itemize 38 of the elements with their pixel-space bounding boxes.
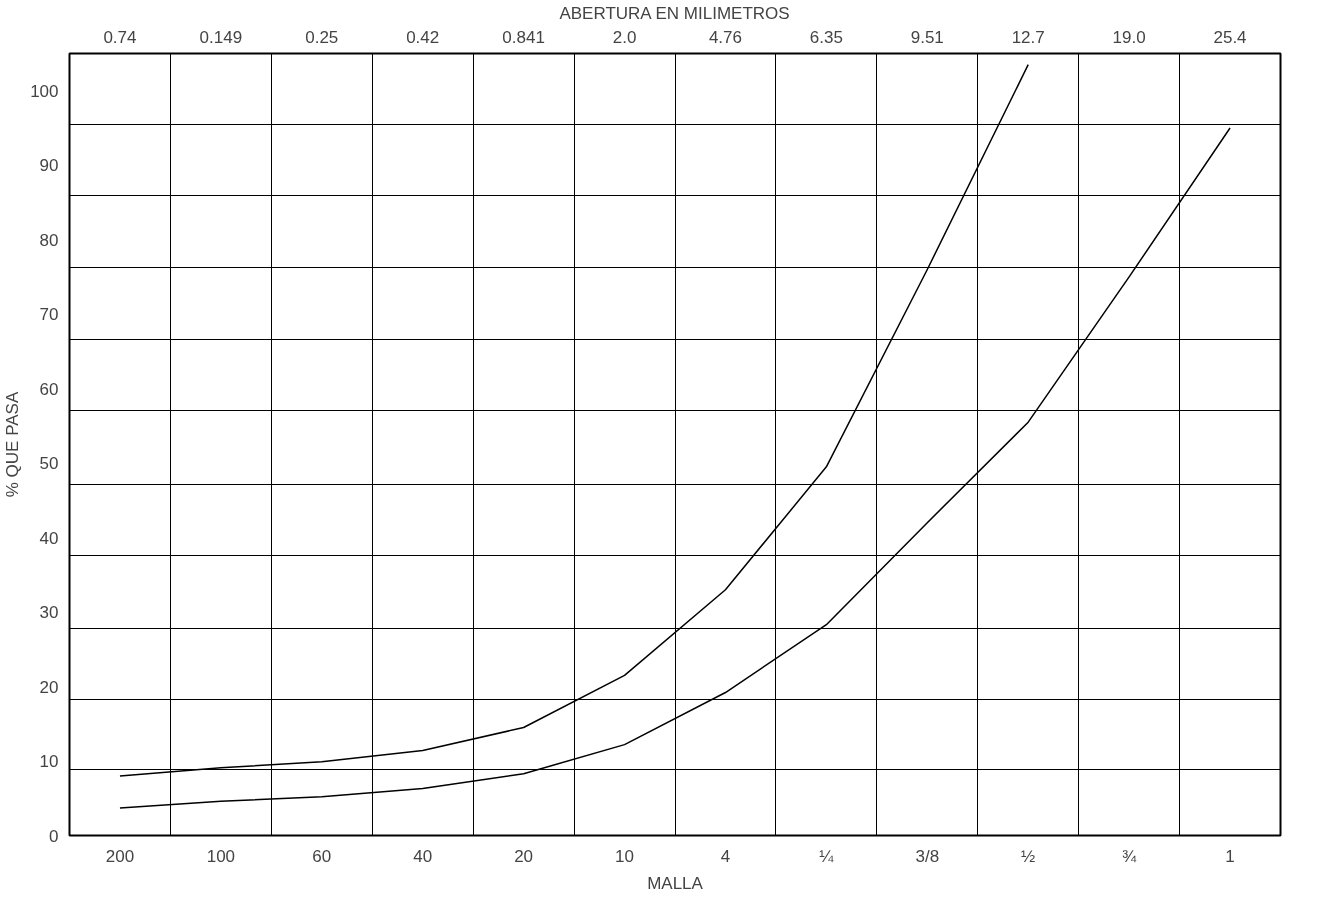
x-tick-label: 4 — [720, 846, 731, 866]
y-tick-label: 30 — [39, 603, 59, 623]
text: 12.7 — [1011, 27, 1045, 47]
y-tick-label: 50 — [39, 454, 59, 474]
text: 6.35 — [809, 27, 843, 47]
x-tick-label: ½ — [1021, 846, 1036, 866]
x-tick-label: 200 — [105, 846, 135, 866]
text: 0.25 — [305, 27, 339, 47]
text: 9.51 — [910, 27, 944, 47]
y-tick-label: 40 — [39, 528, 59, 548]
text: 0.42 — [406, 27, 440, 47]
text: 0.149 — [199, 27, 243, 47]
x-axis-title: MALLA — [647, 873, 704, 893]
y-tick-label: 70 — [39, 305, 59, 325]
y-tick-label: 10 — [39, 752, 59, 772]
x-tick-label: 3/8 — [915, 846, 940, 866]
y-tick-label: 100 — [30, 81, 59, 101]
y-tick-label: 80 — [39, 230, 59, 250]
x2-axis-title: ABERTURA EN MILIMETROS — [559, 3, 790, 23]
x-tick-label: 20 — [514, 846, 534, 866]
x-tick-label: ¾ — [1122, 846, 1138, 866]
text: 0.74 — [103, 27, 137, 47]
x-tick-label: 60 — [312, 846, 332, 866]
text: 4.76 — [708, 27, 743, 47]
x-tick-label: ¼ — [819, 846, 835, 866]
y-tick-label: 20 — [39, 677, 59, 697]
text: 25.4 — [1213, 27, 1247, 47]
x-tick-label: 1 — [1225, 846, 1235, 866]
text: 0.841 — [502, 27, 545, 47]
x-tick-label: 100 — [206, 846, 236, 866]
y-tick-label: 90 — [39, 156, 59, 176]
x-tick-label: 40 — [413, 846, 433, 866]
x-tick-label: 10 — [615, 846, 635, 866]
y-tick-label: 0 — [49, 826, 59, 846]
y-axis-title: % QUE PASA — [3, 391, 23, 498]
text: 19.0 — [1112, 27, 1146, 47]
y-tick-label: 60 — [39, 379, 59, 399]
text: 2.0 — [612, 27, 637, 47]
